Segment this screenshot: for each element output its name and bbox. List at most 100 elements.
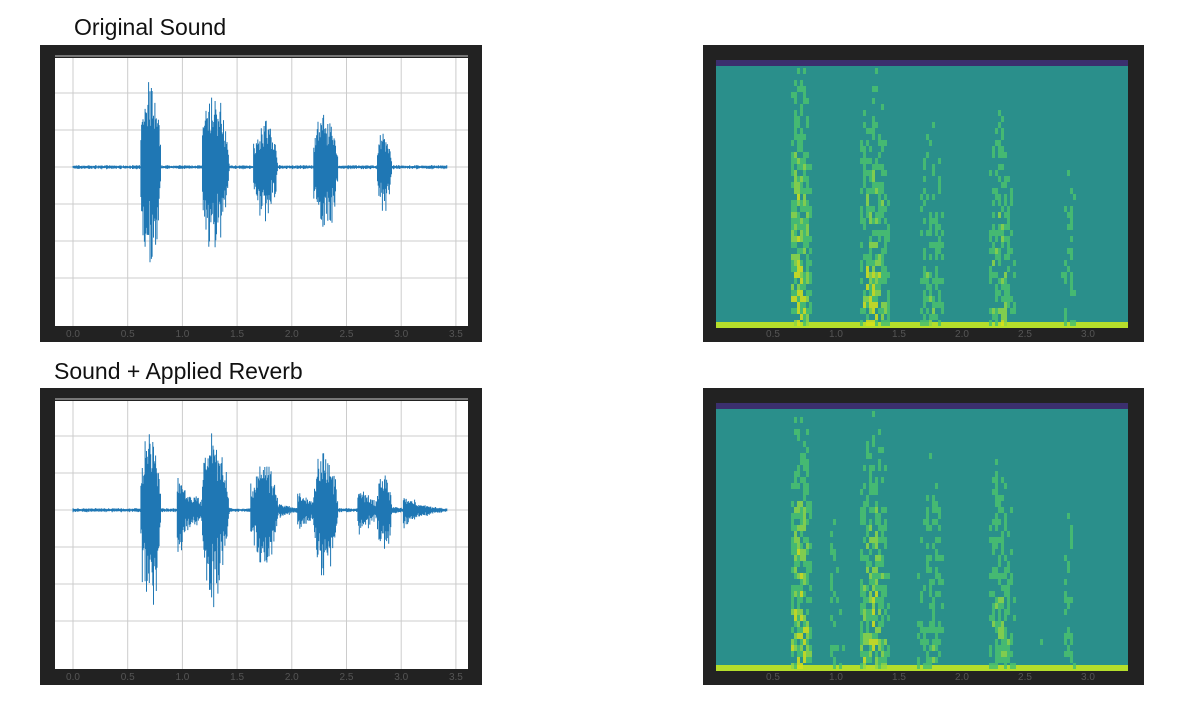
spectrogram-cell (803, 284, 806, 290)
spectrogram-cell (803, 513, 806, 519)
spectrogram-cell (809, 597, 812, 603)
spectrogram-cell (860, 645, 863, 651)
spectrogram-cell (797, 212, 800, 218)
spectrogram-cell (878, 290, 881, 296)
spectrogram-cell (920, 320, 923, 326)
spectrogram-cell (926, 296, 929, 302)
spectrogram-cell (935, 519, 938, 525)
spectrogram-cell (809, 543, 812, 549)
spectrogram-cell (869, 453, 872, 459)
spectrogram-cell (791, 645, 794, 651)
spectrogram-cell (875, 230, 878, 236)
spectrogram-cell (869, 308, 872, 314)
spectrogram-cell (1010, 248, 1013, 254)
spectrogram-cell (794, 296, 797, 302)
spectrogram-cell (860, 513, 863, 519)
spectrogram-cell (926, 525, 929, 531)
spectrogram-cell (803, 272, 806, 278)
spectrogram-cell (869, 645, 872, 651)
spectrogram-cell (866, 501, 869, 507)
spectrogram-cell (1064, 260, 1067, 266)
x-tick-label: 1.5 (892, 672, 906, 683)
spectrogram-cell (860, 621, 863, 627)
x-tick-label: 1.5 (892, 329, 906, 340)
x-tick-label: 2.0 (955, 672, 969, 683)
spectrogram-cell (806, 549, 809, 555)
spectrogram-cell (881, 573, 884, 579)
spectrogram-cell (809, 501, 812, 507)
spectrogram-cell (1013, 308, 1016, 314)
spectrogram-cell (875, 615, 878, 621)
spectrogram-cell (791, 92, 794, 98)
spectrogram-cell (809, 206, 812, 212)
spectrogram-cell (1001, 603, 1004, 609)
spectrogram-cell (875, 483, 878, 489)
spectrogram-cell (806, 122, 809, 128)
spectrogram-cell (998, 152, 1001, 158)
spectrogram-cell (800, 290, 803, 296)
spectrogram-cell (992, 537, 995, 543)
spectrogram-cell (797, 507, 800, 513)
spectrogram-cell (1064, 633, 1067, 639)
spectrogram-cell (794, 200, 797, 206)
spectrogram-cell (830, 531, 833, 537)
spectrogram-cell (926, 639, 929, 645)
spectrogram-cell (923, 200, 926, 206)
spectrogram-cell (875, 591, 878, 597)
spectrogram-cell (806, 206, 809, 212)
spectrogram-cell (794, 621, 797, 627)
spectrogram-cell (791, 639, 794, 645)
spectrogram-cell (872, 290, 875, 296)
spectrogram-cell (932, 603, 935, 609)
spectrogram-cell (872, 507, 875, 513)
spectrogram-cell (794, 471, 797, 477)
x-tick-label: 1.5 (230, 329, 244, 340)
spectrogram-cell (1004, 627, 1007, 633)
spectrogram-cell (989, 651, 992, 657)
spectrogram-cell (995, 170, 998, 176)
spectrogram-cell (860, 555, 863, 561)
spectrogram-cell (932, 302, 935, 308)
spectrogram-cell (797, 573, 800, 579)
spectrogram-cell (800, 525, 803, 531)
spectrogram-cell (866, 567, 869, 573)
spectrogram-cell (800, 507, 803, 513)
spectrogram-cell (929, 284, 932, 290)
spectrogram-cell (806, 224, 809, 230)
spectrogram-cell (860, 320, 863, 326)
spectrogram-cell (863, 501, 866, 507)
spectrogram-cell (938, 188, 941, 194)
spectrogram-cell (875, 86, 878, 92)
spectrogram-cell (1007, 212, 1010, 218)
x-tick-label: 2.5 (1018, 672, 1032, 683)
spectrogram-cell (800, 579, 803, 585)
spectrogram-cell (794, 531, 797, 537)
spectrogram-cell (1001, 657, 1004, 663)
spectrogram-cell (794, 254, 797, 260)
spectrogram-cell (1004, 591, 1007, 597)
spectrogram-cell (887, 603, 890, 609)
spectrogram-cell (1007, 176, 1010, 182)
spectrogram-cell (1001, 537, 1004, 543)
spectrogram-cell (875, 477, 878, 483)
spectrogram-cell (998, 146, 1001, 152)
spectrogram-cell (881, 104, 884, 110)
spectrogram-cell (1010, 633, 1013, 639)
spectrogram-cell (989, 525, 992, 531)
spectrogram-cell (1010, 188, 1013, 194)
spectrogram-cell (809, 302, 812, 308)
spectrogram-cell (989, 663, 992, 669)
spectrogram-cell (809, 633, 812, 639)
spectrogram-cell (797, 182, 800, 188)
spectrogram-cell (803, 158, 806, 164)
spectrogram-cell (791, 242, 794, 248)
spectrogram-cell (1001, 320, 1004, 326)
spectrogram-cell (917, 633, 920, 639)
spectrogram-cell (938, 579, 941, 585)
spectrogram-cell (938, 651, 941, 657)
spectrogram-cell (1001, 531, 1004, 537)
spectrogram-cell (887, 615, 890, 621)
spectrogram-cell (1004, 200, 1007, 206)
spectrogram-cell (935, 302, 938, 308)
spectrogram-cell (806, 573, 809, 579)
